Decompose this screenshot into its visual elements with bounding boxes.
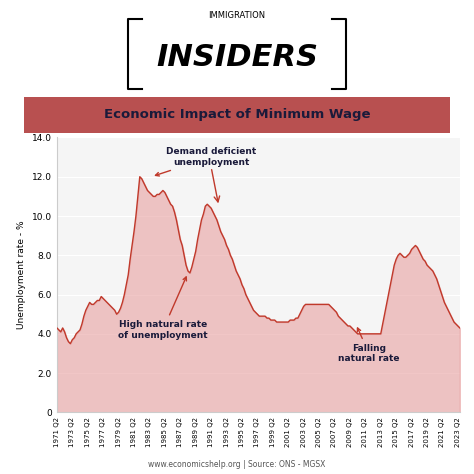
FancyBboxPatch shape xyxy=(2,95,472,135)
Text: Economic Impact of Minimum Wage: Economic Impact of Minimum Wage xyxy=(104,109,370,121)
Text: www.economicshelp.org | Source: ONS - MGSX: www.economicshelp.org | Source: ONS - MG… xyxy=(148,460,326,469)
Y-axis label: Unemployment rate - %: Unemployment rate - % xyxy=(18,220,27,329)
Text: INSIDERS: INSIDERS xyxy=(156,43,318,72)
Text: IMMIGRATION: IMMIGRATION xyxy=(209,11,265,20)
Text: Demand deficient
unemployment: Demand deficient unemployment xyxy=(155,147,256,176)
Text: High natural rate
of unemployment: High natural rate of unemployment xyxy=(118,277,208,339)
Text: Falling
natural rate: Falling natural rate xyxy=(338,328,400,363)
